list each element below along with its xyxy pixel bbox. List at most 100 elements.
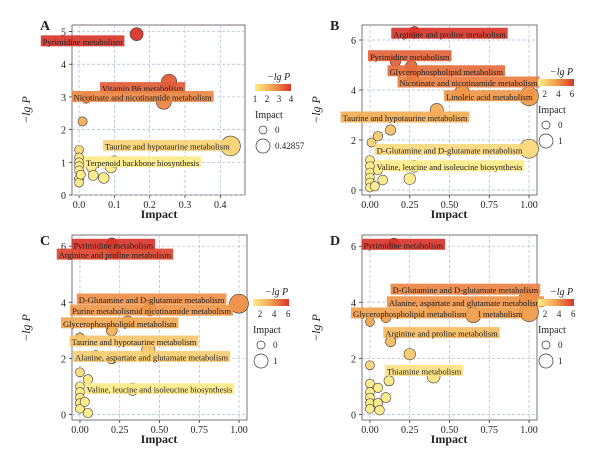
- size-legend-title: Impact: [253, 325, 281, 336]
- colorbar-tick-label: 2: [543, 89, 548, 99]
- annotation-label: Thiamine metabolism: [387, 366, 462, 376]
- x-tick-label: 0.2: [143, 200, 156, 211]
- colorbar-tick-label: 2: [265, 94, 270, 104]
- x-axis-label: Impact: [431, 432, 468, 446]
- x-tick-label: 0.25: [111, 425, 129, 436]
- annotation-box: [397, 76, 540, 88]
- colorbar-title: −lg P: [550, 287, 573, 298]
- y-tick-label: 4: [351, 86, 356, 97]
- x-tick-label: 1.00: [230, 425, 248, 436]
- x-tick-label: 0.25: [401, 200, 419, 211]
- size-legend-label: 0: [558, 120, 563, 130]
- panel-label: B: [330, 19, 339, 34]
- colorbar: [255, 84, 291, 91]
- colorbar-tick-label: 2: [258, 309, 263, 319]
- annotation-label: Glycerophospholipid metabolism: [63, 319, 177, 329]
- x-axis-label: Impact: [141, 432, 178, 446]
- data-point: [82, 374, 93, 385]
- y-tick-label: 6: [351, 242, 356, 253]
- data-point: [385, 124, 397, 136]
- y-axis-label: −lg P: [309, 313, 323, 341]
- size-legend-circle: [255, 138, 271, 154]
- data-point: [229, 293, 249, 314]
- annotation-box: [476, 307, 525, 319]
- annotation-box: [383, 327, 500, 339]
- annotation-box: [84, 383, 235, 395]
- size-legend-label: 1: [273, 356, 278, 366]
- y-tick-label: 3: [61, 93, 66, 104]
- data-point: [77, 116, 88, 127]
- y-tick-label: 6: [61, 242, 66, 253]
- y-tick-label: 4: [61, 60, 66, 71]
- data-point: [369, 181, 380, 192]
- size-legend-label: 1: [558, 356, 563, 366]
- size-legend-circle: [256, 340, 266, 350]
- panel-label: A: [40, 19, 51, 34]
- annotation-box: [361, 238, 446, 250]
- panel-label: C: [40, 234, 50, 249]
- y-tick-label: 2: [61, 126, 66, 137]
- x-tick-label: 0.75: [191, 425, 209, 436]
- annotation-label: Vitamin B6 metabolism: [102, 84, 184, 94]
- colorbar-tick-label: 1: [253, 94, 258, 104]
- colorbar: [538, 299, 574, 306]
- x-tick-label: 0.75: [481, 425, 499, 436]
- data-point: [377, 174, 388, 186]
- annotation-box: [84, 156, 202, 168]
- annotation-box: [56, 248, 174, 260]
- x-tick-label: 0.50: [151, 425, 169, 436]
- annotation-label: l metabolism: [478, 309, 523, 319]
- annotation-box: [70, 304, 233, 316]
- y-axis-label: −lg P: [19, 95, 33, 123]
- size-legend-label: 0: [273, 340, 278, 350]
- annotation-box: [102, 139, 232, 151]
- data-point: [380, 392, 392, 403]
- annotation-label: D-Glutamine and D-glutamate metabolism: [377, 146, 523, 156]
- data-point: [87, 170, 99, 181]
- y-tick-label: 5: [61, 28, 66, 39]
- x-tick-label: 0.3: [179, 200, 192, 211]
- annotation-box: [367, 50, 452, 62]
- annotation-label: Nicotinate and nicotinamide metabolism: [400, 78, 538, 88]
- colorbar: [253, 299, 289, 306]
- data-point: [74, 177, 84, 188]
- y-tick-label: 6: [351, 36, 356, 47]
- annotation-box: [444, 90, 535, 102]
- annotation-label: Valine, leucine and isoleucine biosynthe…: [377, 162, 523, 172]
- colorbar-tick-label: 6: [286, 309, 291, 319]
- annotation-label: Pyrimidine metabolism: [43, 37, 123, 47]
- annotation-label: Taurine and hypotaurine metabolism: [343, 113, 468, 123]
- annotation-box: [69, 335, 199, 347]
- x-axis-label: Impact: [431, 207, 468, 221]
- colorbar-tick-label: 4: [557, 309, 562, 319]
- annotation-box: [76, 293, 227, 305]
- data-point: [365, 403, 375, 414]
- size-legend-title: Impact: [538, 325, 566, 336]
- annotation-box: [386, 296, 545, 308]
- x-tick-label: 0.1: [108, 200, 121, 211]
- y-tick-label: 1: [61, 158, 66, 169]
- annotation-box: [384, 364, 464, 376]
- data-point: [383, 375, 395, 387]
- annotation-label: Purine metabolismid nicotinamide metabol…: [72, 306, 231, 316]
- annotation-label: Taurine and hypotaurine metabolism: [72, 337, 197, 347]
- annotation-box: [391, 27, 508, 39]
- annotation-box: [350, 307, 469, 319]
- y-tick-label: 4: [351, 298, 356, 309]
- plot-area: [71, 24, 246, 196]
- annotation-label: Pyrimidine metabolism: [74, 240, 154, 250]
- annotation-label: Valine, leucine and isoleucine biosynthe…: [87, 385, 233, 395]
- colorbar-tick-label: 6: [571, 309, 576, 319]
- panel-label: D: [330, 234, 340, 249]
- x-tick-label: 0.00: [71, 425, 89, 436]
- size-legend-label: 1: [558, 136, 563, 146]
- colorbar-tick-label: 4: [289, 94, 294, 104]
- colorbar-tick-label: 3: [277, 94, 282, 104]
- x-tick-label: 0.00: [361, 200, 379, 211]
- size-legend-circle: [258, 125, 268, 135]
- data-point: [82, 407, 93, 419]
- data-point: [98, 172, 110, 184]
- annotation-label: Pyrimidine metabolism: [364, 240, 444, 250]
- annotation-label: Pyrimidine metabolism: [370, 52, 450, 62]
